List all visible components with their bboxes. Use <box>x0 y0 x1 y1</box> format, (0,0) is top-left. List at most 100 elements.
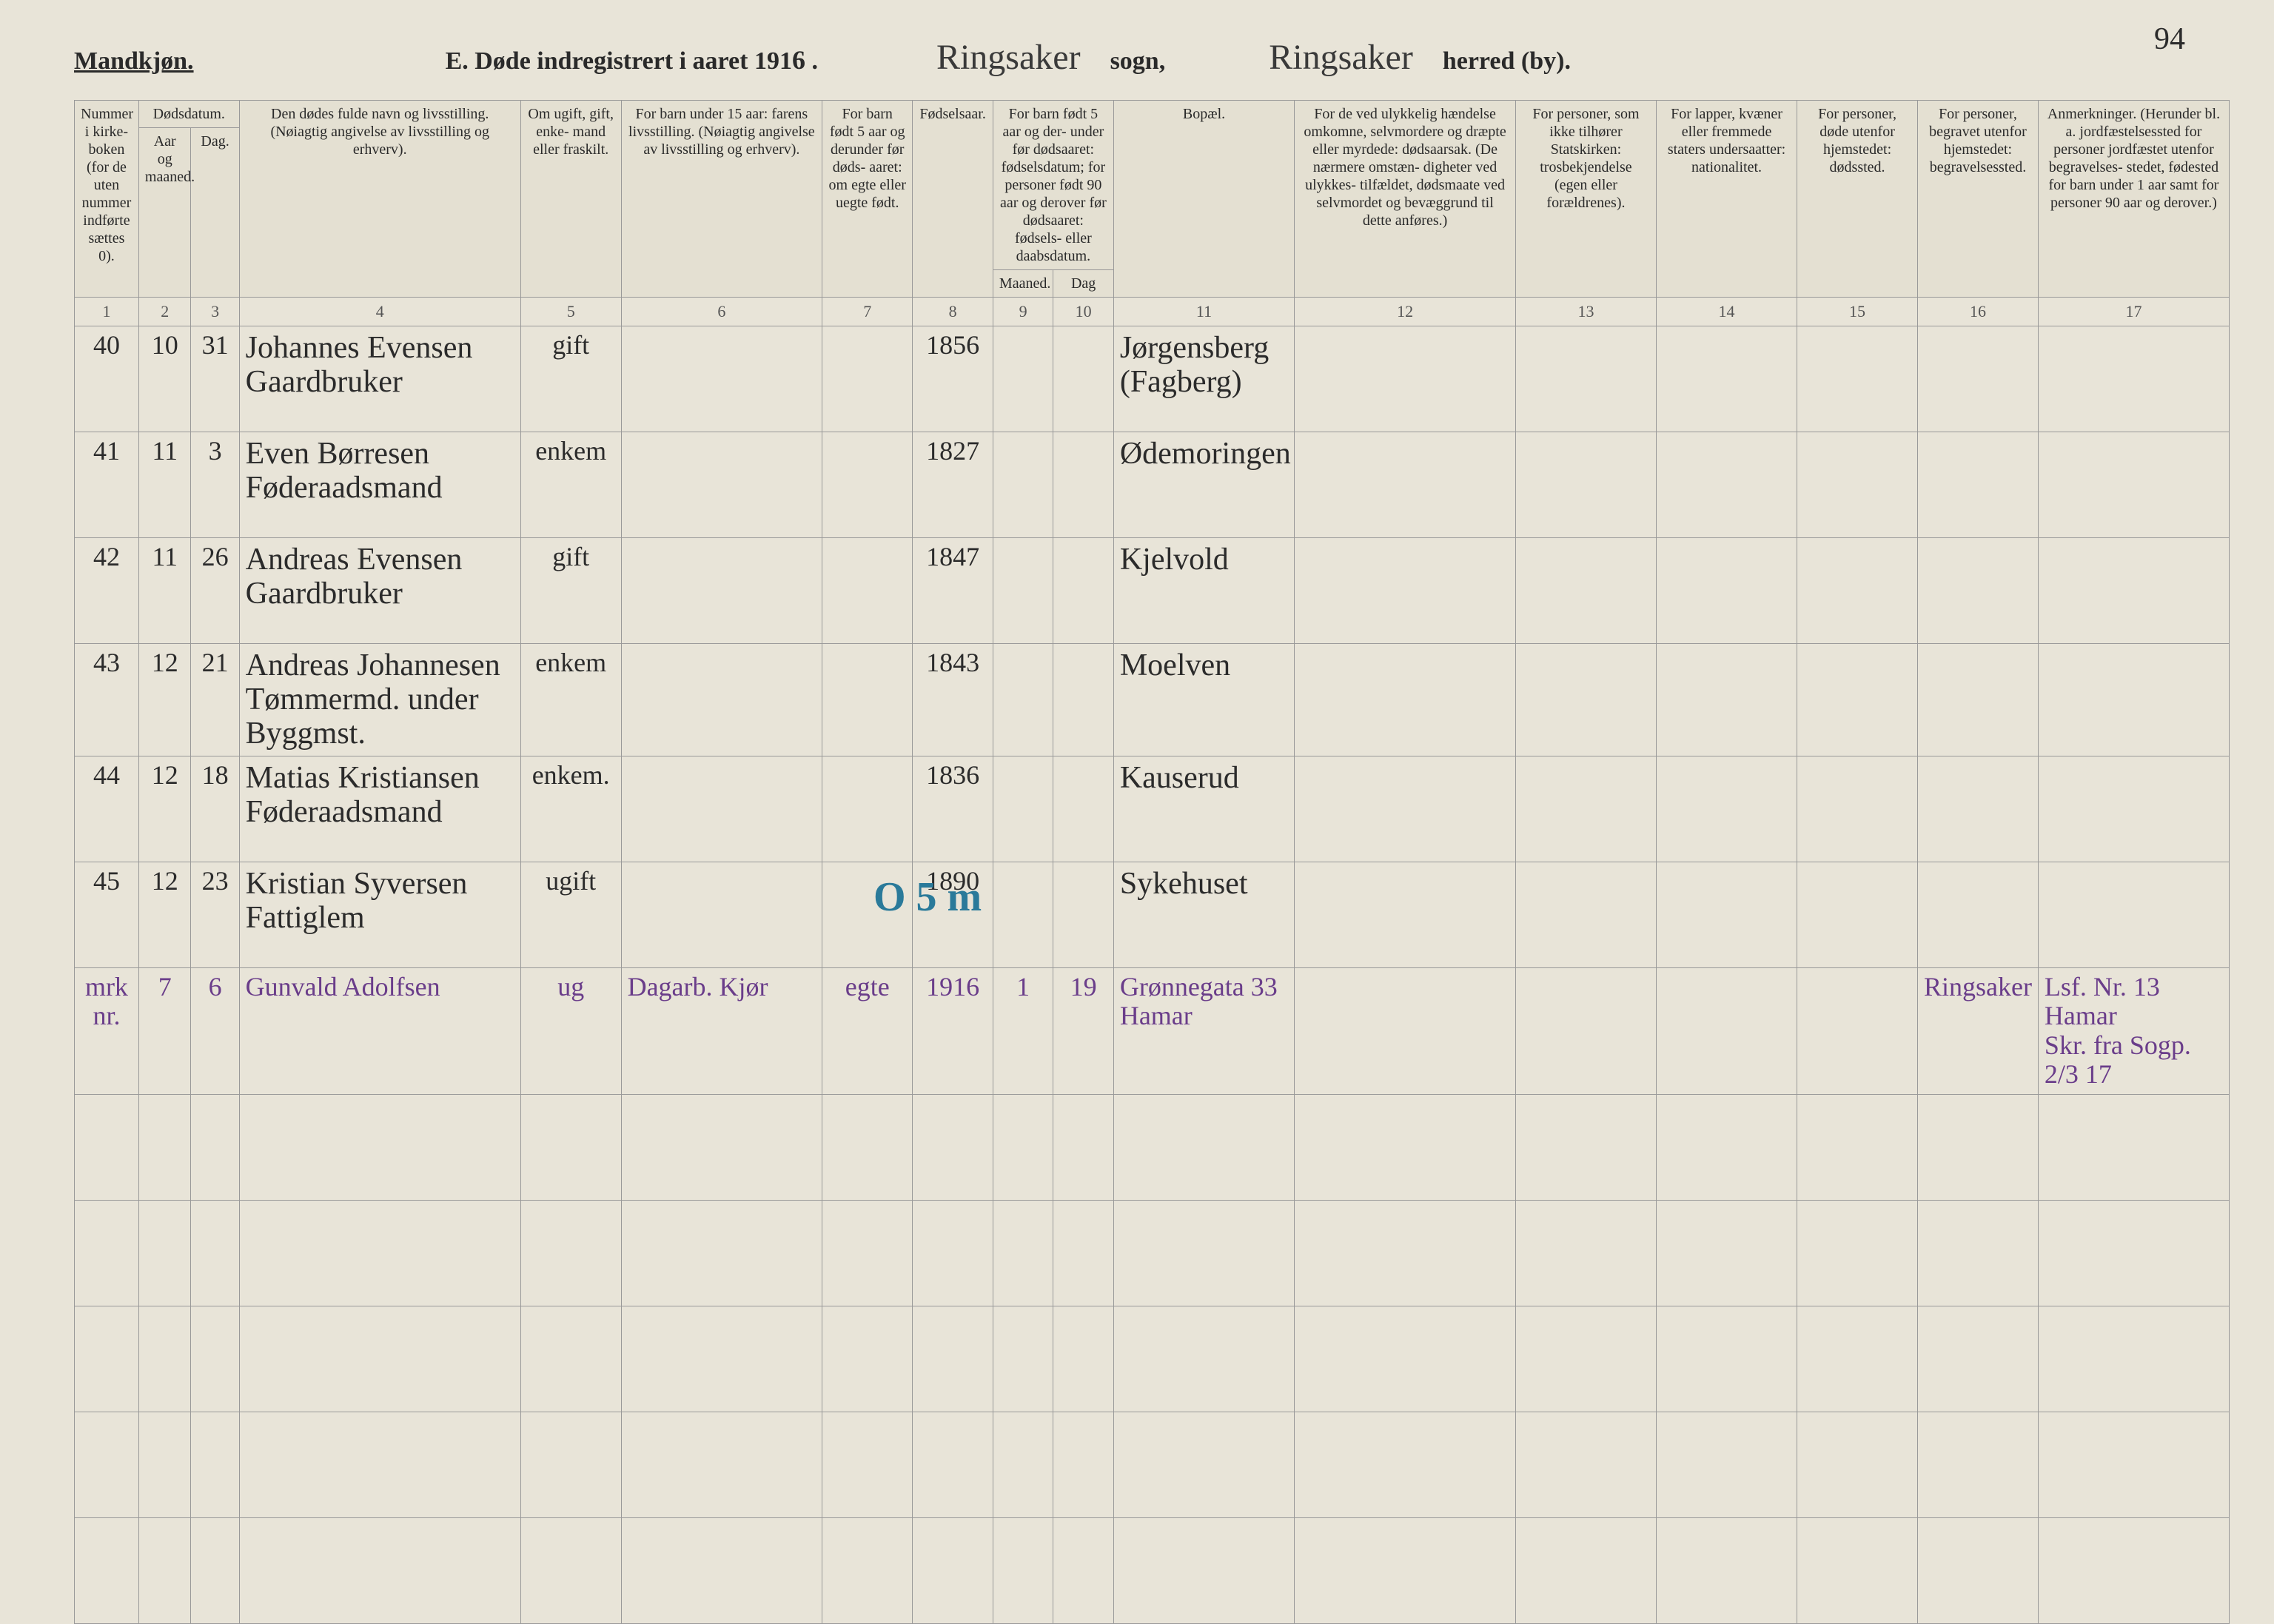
colnum: 1 <box>75 298 139 326</box>
cell-day: 6 <box>191 967 239 1094</box>
cell-empty <box>1053 1200 1113 1306</box>
cell-c15 <box>1797 538 1918 644</box>
cell-empty <box>520 1412 621 1517</box>
colnum: 12 <box>1295 298 1516 326</box>
cell-status: gift <box>520 326 621 432</box>
cell-bm <box>993 862 1053 967</box>
cell-residence: Ødemoringen <box>1113 432 1294 538</box>
table-row-empty <box>75 1306 2230 1412</box>
cell-empty <box>191 1094 239 1200</box>
cell-empty <box>1113 1200 1294 1306</box>
cell-num: 44 <box>75 756 139 862</box>
table-row: 421126Andreas Evensen Gaardbrukergift184… <box>75 538 2230 644</box>
cell-c15 <box>1797 967 1918 1094</box>
cell-c16 <box>1918 862 2039 967</box>
cell-text: 11 <box>152 436 178 466</box>
cell-num: 41 <box>75 432 139 538</box>
cell-empty <box>1797 1094 1918 1200</box>
cell-empty <box>239 1094 520 1200</box>
cell-day: 3 <box>191 432 239 538</box>
cell-father <box>621 756 822 862</box>
cell-text: 18 <box>202 760 229 790</box>
cell-bd <box>1053 538 1113 644</box>
cell-empty <box>138 1517 191 1623</box>
cell-c12 <box>1295 432 1516 538</box>
cell-text: 1843 <box>926 648 979 677</box>
cell-empty <box>822 1412 913 1517</box>
cell-c17 <box>2038 538 2229 644</box>
cell-name: Matias Kristiansen Føderaadsmand <box>239 756 520 862</box>
cell-empty <box>1113 1412 1294 1517</box>
cell-bd <box>1053 862 1113 967</box>
cell-text: 1827 <box>926 436 979 466</box>
cell-text: Dagarb. Kjør <box>628 972 768 1001</box>
cell-empty <box>75 1306 139 1412</box>
cell-text: 12 <box>152 648 178 677</box>
cell-c17 <box>2038 432 2229 538</box>
col-12: For de ved ulykkelig hændelse omkomne, s… <box>1295 101 1516 298</box>
cell-text: Ødemoringen <box>1120 437 1291 471</box>
cell-empty <box>75 1094 139 1200</box>
cell-text: Matias Kristiansen Føderaadsmand <box>246 761 480 829</box>
cell-text: Johannes Evensen Gaardbruker <box>246 331 473 399</box>
cell-empty <box>1918 1412 2039 1517</box>
cell-c13 <box>1515 644 1656 756</box>
table-row: 41113Even Børresen Føderaadsmandenkem182… <box>75 432 2230 538</box>
cell-empty <box>1113 1094 1294 1200</box>
cell-bm <box>993 432 1053 538</box>
cell-text: 44 <box>93 760 120 790</box>
colnum: 2 <box>138 298 191 326</box>
cell-bd <box>1053 644 1113 756</box>
colnum: 11 <box>1113 298 1294 326</box>
cell-empty <box>239 1200 520 1306</box>
cell-empty <box>1515 1306 1656 1412</box>
cell-text: 41 <box>93 436 120 466</box>
col-2-3-group: Dødsdatum. <box>138 101 239 128</box>
parish-name: Ringsaker <box>936 37 1081 78</box>
cell-empty <box>2038 1200 2229 1306</box>
cell-c17 <box>2038 326 2229 432</box>
col-15: For personer, døde utenfor hjemstedet: d… <box>1797 101 1918 298</box>
blue-annotation: O 5 m <box>873 873 982 921</box>
cell-month: 11 <box>138 432 191 538</box>
district-label: herred (by). <box>1443 47 1571 76</box>
cell-c16 <box>1918 644 2039 756</box>
cell-text: 1836 <box>926 760 979 790</box>
cell-empty <box>1657 1094 1797 1200</box>
cell-c15 <box>1797 756 1918 862</box>
cell-text: 45 <box>93 866 120 896</box>
cell-empty <box>621 1306 822 1412</box>
cell-birthyear: 1836 <box>913 756 993 862</box>
cell-empty <box>993 1517 1053 1623</box>
cell-c15 <box>1797 644 1918 756</box>
col-4: Den dødes fulde navn og livsstilling. (N… <box>239 101 520 298</box>
table-row: 401031Johannes Evensen Gaardbrukergift18… <box>75 326 2230 432</box>
district-name: Ringsaker <box>1269 37 1413 78</box>
cell-empty <box>993 1094 1053 1200</box>
table-row-empty <box>75 1200 2230 1306</box>
cell-empty <box>1797 1200 1918 1306</box>
cell-c16 <box>1918 538 2039 644</box>
cell-empty <box>2038 1094 2229 1200</box>
cell-empty <box>913 1094 993 1200</box>
header: Mandkjøn. E. Døde indregistrert i aaret … <box>74 30 2230 100</box>
table-row: 451223Kristian Syversen Fattiglemugift18… <box>75 862 2230 967</box>
cell-empty <box>993 1412 1053 1517</box>
cell-birthyear: 1916 <box>913 967 993 1094</box>
col-5: Om ugift, gift, enke- mand eller fraskil… <box>520 101 621 298</box>
cell-empty <box>913 1412 993 1517</box>
cell-c13 <box>1515 326 1656 432</box>
cell-num: 40 <box>75 326 139 432</box>
cell-bm <box>993 538 1053 644</box>
cell-c12 <box>1295 756 1516 862</box>
cell-empty <box>621 1200 822 1306</box>
cell-c16 <box>1918 326 2039 432</box>
cell-empty <box>1113 1306 1294 1412</box>
cell-num: 43 <box>75 644 139 756</box>
cell-text: ug <box>557 972 584 1001</box>
cell-text: enkem. <box>532 760 610 790</box>
cell-empty <box>822 1517 913 1623</box>
cell-text: 23 <box>202 866 229 896</box>
col-8: Fødselsaar. <box>913 101 993 298</box>
cell-c12 <box>1295 644 1516 756</box>
